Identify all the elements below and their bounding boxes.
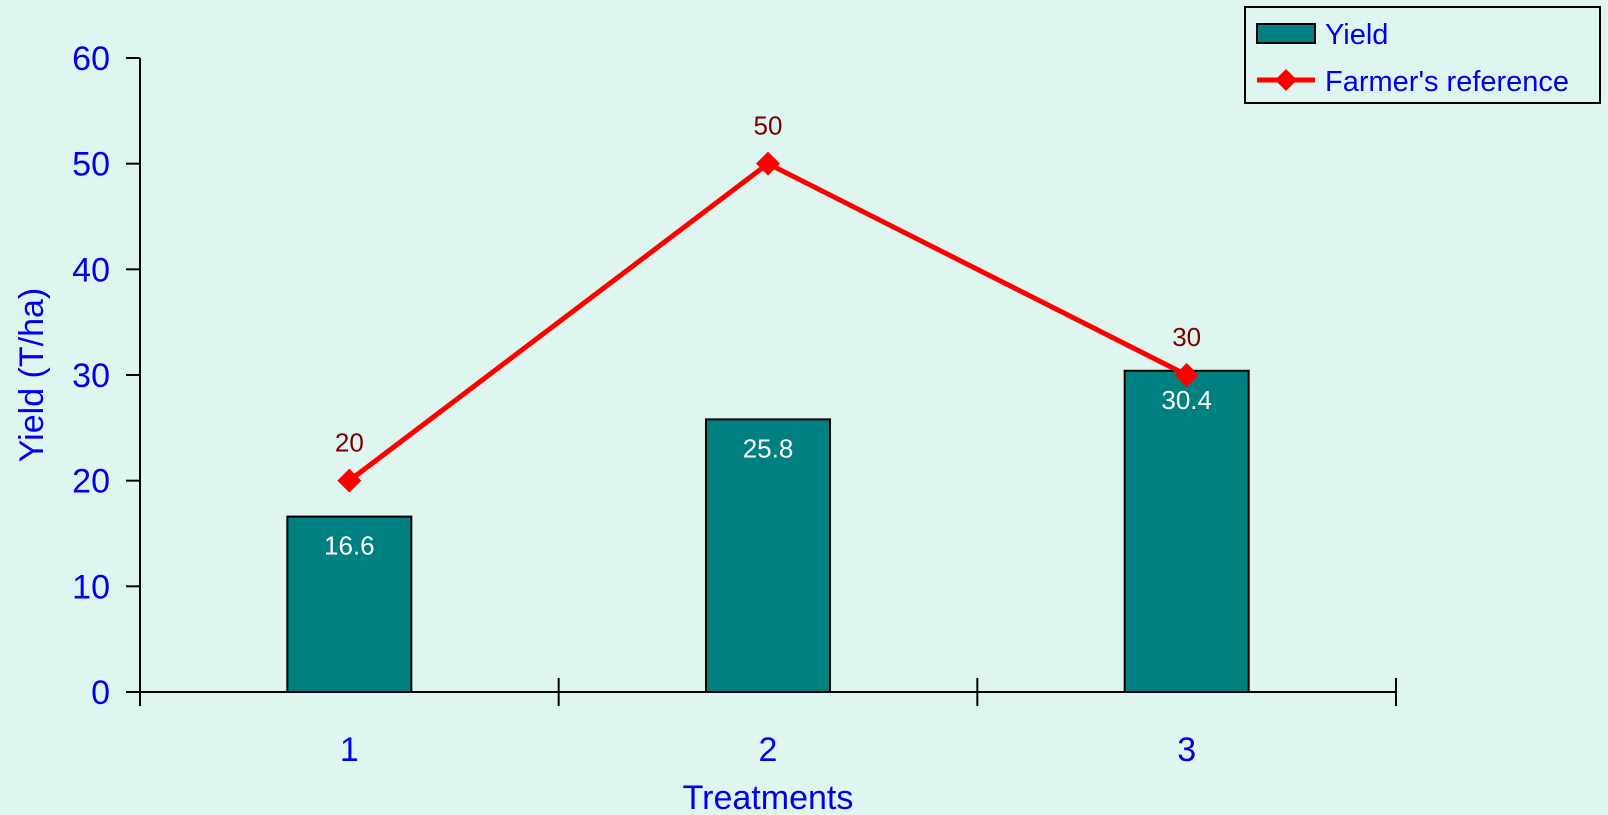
legend-yield-label: Yield: [1325, 19, 1388, 51]
line-value-label: 30: [1172, 322, 1201, 352]
bar-value-label: 16.6: [324, 531, 375, 561]
legend: Yield Farmer's reference: [1244, 6, 1601, 104]
x-ticks-group: 1 2 3: [139, 678, 1397, 769]
bar-yield: [1123, 369, 1250, 693]
bar-yield: [286, 515, 413, 693]
y-axis-title: Yield (T/ha): [13, 288, 51, 462]
y-tick-label: 10: [72, 568, 110, 606]
y-tick-label: 20: [72, 463, 110, 501]
y-tick-label: 50: [72, 146, 110, 184]
y-tick-label: 0: [91, 674, 110, 712]
x-tick-label: 2: [759, 731, 778, 769]
x-tick-label: 3: [1177, 731, 1196, 769]
bar-value-label: 30.4: [1161, 385, 1212, 415]
line-value-label: 50: [754, 111, 783, 141]
y-ticks-group: 0 10 20 30 40 50 60: [72, 40, 140, 712]
bar-yield: [705, 418, 831, 693]
line-value-label: 20: [335, 428, 364, 458]
line-point-marker: [1174, 363, 1199, 387]
y-tick-label: 40: [72, 251, 110, 289]
y-tick-label: 30: [72, 357, 110, 395]
y-tick-label: 60: [72, 40, 110, 78]
legend-reference-label: Farmer's reference: [1325, 66, 1569, 98]
line-point-marker: [337, 468, 362, 493]
bar-value-label: 25.8: [743, 433, 794, 463]
legend-yield-swatch: [1256, 23, 1316, 44]
data-labels-group: 16.6 25.8 30.4 20 50 30: [324, 111, 1212, 561]
line-series-group: [337, 151, 1199, 493]
line-point-marker: [756, 151, 780, 176]
x-axis-title: Treatments: [683, 779, 854, 815]
legend-reference-marker: [1275, 69, 1297, 91]
x-tick-label: 1: [340, 731, 359, 769]
